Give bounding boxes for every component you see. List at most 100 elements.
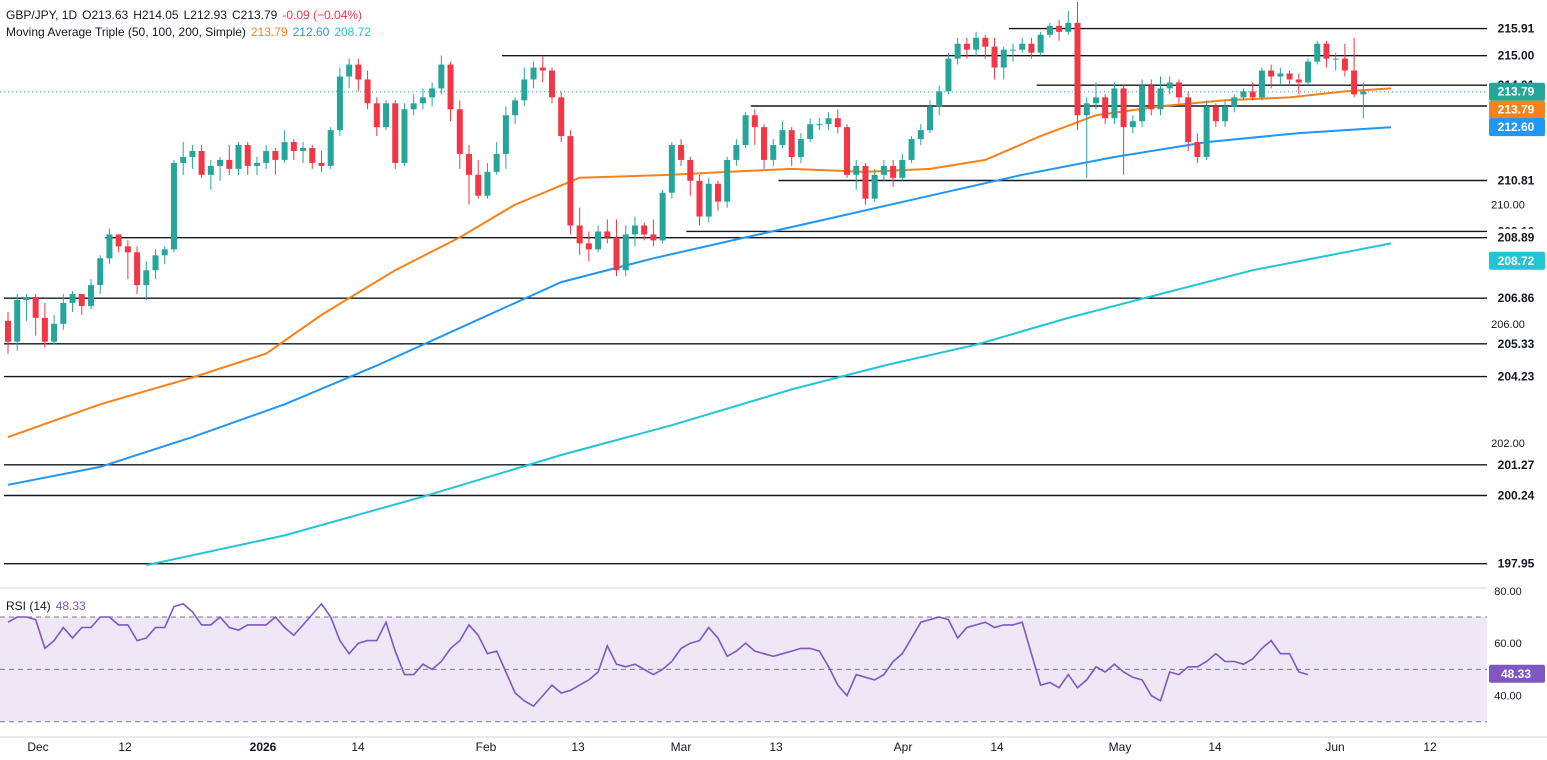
level-label-bg bbox=[1489, 171, 1545, 190]
candle-body bbox=[1111, 88, 1118, 119]
candle bbox=[973, 31, 980, 56]
rsi-tick: 40.00 bbox=[1494, 691, 1522, 703]
symbol-header: GBP/JPY, 1D O213.63 H214.05 L212.93 C213.79-… bbox=[6, 8, 367, 22]
candle-body bbox=[650, 234, 657, 241]
candle bbox=[890, 159, 897, 187]
time-tick: Feb bbox=[476, 740, 497, 754]
candle bbox=[1083, 97, 1090, 178]
candle-body bbox=[290, 142, 297, 151]
candle-body bbox=[226, 159, 233, 169]
candle-body bbox=[945, 58, 952, 92]
candle bbox=[383, 100, 390, 131]
candle-body bbox=[1019, 43, 1026, 50]
grid-and-levels bbox=[0, 27, 1487, 565]
level-label: 205.33 bbox=[1498, 337, 1535, 351]
price-tick: 206.00 bbox=[1491, 319, 1525, 331]
candle-body bbox=[475, 174, 482, 196]
candle-body bbox=[300, 148, 307, 151]
candle-body bbox=[871, 174, 878, 199]
candle bbox=[5, 311, 11, 354]
candle-body bbox=[152, 255, 159, 271]
candle-body bbox=[217, 159, 224, 166]
candle-body bbox=[1203, 106, 1210, 157]
candle-body bbox=[373, 103, 380, 128]
level-label: 200.24 bbox=[1498, 488, 1535, 502]
candle-body bbox=[761, 127, 768, 160]
level-label-bg bbox=[1489, 19, 1545, 38]
candle bbox=[1295, 73, 1302, 95]
ma100-line-group bbox=[7, 126, 1392, 486]
candle-body bbox=[180, 156, 187, 163]
rsi-line-group bbox=[7, 602, 1309, 708]
candle bbox=[1046, 22, 1053, 38]
time-axis-group[interactable]: Dec 12 2026 14 Feb 13 Mar 13 Apr 14 May 14 Jun 12 bbox=[0, 736, 1547, 754]
level-label-bg bbox=[1489, 367, 1545, 386]
candle bbox=[1000, 46, 1007, 80]
candle-body bbox=[60, 302, 67, 324]
candle bbox=[512, 97, 519, 125]
candle-body bbox=[1000, 49, 1007, 68]
candle bbox=[604, 219, 611, 244]
candle bbox=[908, 136, 915, 163]
level-label: 197.95 bbox=[1498, 557, 1535, 571]
candle-body bbox=[1056, 25, 1063, 32]
candle bbox=[1332, 52, 1339, 71]
candle bbox=[1323, 40, 1330, 68]
candle-body bbox=[419, 97, 426, 104]
candle bbox=[447, 61, 454, 122]
ma50-line-group bbox=[7, 87, 1392, 439]
candle bbox=[761, 124, 768, 169]
candle bbox=[880, 159, 887, 181]
candle-body bbox=[936, 91, 943, 107]
sma200-label: 208.72 bbox=[1498, 254, 1535, 268]
candle-body bbox=[585, 243, 592, 250]
candle bbox=[152, 249, 159, 280]
time-tick: Mar bbox=[671, 740, 692, 754]
candle bbox=[521, 67, 528, 107]
candle-body bbox=[318, 162, 325, 166]
candle bbox=[1341, 43, 1348, 77]
candle bbox=[1185, 91, 1192, 151]
level-label: 204.23 bbox=[1498, 370, 1535, 384]
candle-body bbox=[115, 234, 122, 247]
candle bbox=[678, 139, 685, 166]
candle-body bbox=[41, 317, 48, 342]
candle bbox=[115, 234, 122, 253]
candle-body bbox=[530, 67, 537, 80]
candle-body bbox=[1277, 73, 1284, 77]
candle bbox=[1222, 100, 1229, 128]
candle-body bbox=[797, 139, 804, 157]
candle bbox=[327, 127, 334, 169]
candle-body bbox=[1157, 88, 1164, 110]
candle bbox=[1314, 40, 1321, 65]
candle bbox=[862, 162, 869, 205]
candle-body bbox=[890, 165, 897, 178]
sma50-label: 213.79 bbox=[1498, 103, 1535, 117]
price-axis-group[interactable]: 210.00206.00202.00215.91215.00214.01213.… bbox=[1487, 0, 1547, 760]
candle bbox=[1037, 31, 1044, 56]
close-label: C bbox=[231, 8, 241, 22]
candle-body bbox=[678, 145, 685, 160]
candle bbox=[1166, 76, 1173, 95]
candle-body bbox=[364, 79, 371, 104]
candle bbox=[32, 294, 39, 336]
candle bbox=[69, 291, 76, 312]
candle-body bbox=[1268, 70, 1275, 77]
candle bbox=[41, 302, 48, 348]
candle bbox=[346, 58, 353, 89]
sma200-label-bg bbox=[1489, 251, 1545, 270]
candle bbox=[429, 82, 436, 107]
candle bbox=[207, 159, 214, 190]
candle bbox=[788, 127, 795, 166]
candle-body bbox=[521, 79, 528, 101]
time-tick: 12 bbox=[118, 740, 132, 754]
time-tick: Dec bbox=[27, 740, 48, 754]
candle-body bbox=[548, 70, 555, 98]
rsi-value-label-bg bbox=[1489, 664, 1545, 683]
candle bbox=[1194, 133, 1201, 163]
candle-body bbox=[1009, 49, 1016, 51]
rsi-band-group bbox=[0, 587, 1487, 723]
candle-body bbox=[1240, 91, 1247, 98]
candle-body bbox=[853, 165, 860, 175]
candle-body bbox=[272, 151, 279, 160]
